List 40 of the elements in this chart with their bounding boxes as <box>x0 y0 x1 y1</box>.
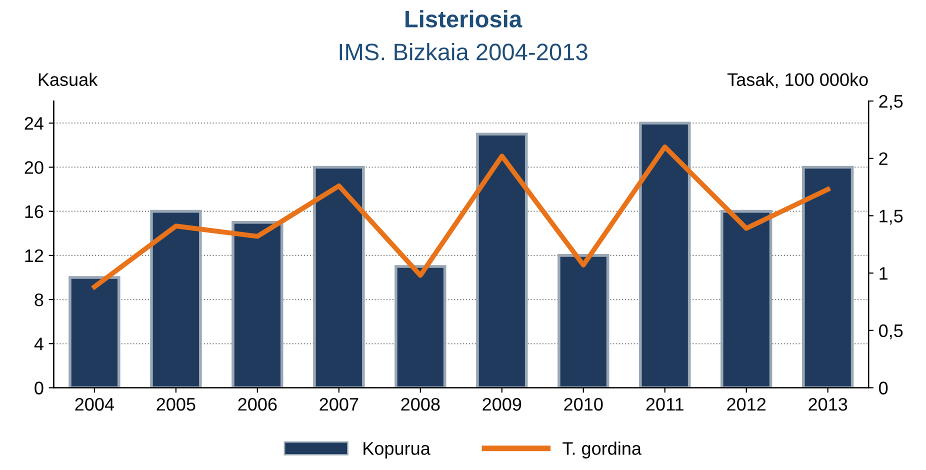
line-series <box>92 144 830 290</box>
x-tick-label: 2012 <box>727 398 766 411</box>
y-tick-label: 12 <box>25 249 44 262</box>
y-tick-label: 24 <box>24 117 44 130</box>
chart-title: Listeriosia <box>406 10 522 28</box>
bar <box>639 122 691 388</box>
y-tick-label: 4 <box>34 338 44 350</box>
chart-subtitle: IMS. Bizkaia 2004-2013 <box>340 43 588 60</box>
bar <box>68 276 120 388</box>
y-tick-label: 0 <box>34 382 44 394</box>
y-tick-label: 8 <box>34 293 44 306</box>
bar <box>720 210 772 388</box>
x-tick-label: 2007 <box>320 398 358 411</box>
x-tick-label: 2006 <box>238 398 277 411</box>
y2-tick-label: 1 <box>880 267 888 280</box>
y2-tick-label: 0 <box>879 382 888 394</box>
bar <box>558 254 610 388</box>
x-tick-label: 2009 <box>482 398 522 411</box>
x-tick-label: 2010 <box>564 398 603 411</box>
bar <box>232 220 284 388</box>
x-tick-label: 2011 <box>646 398 684 411</box>
legend-label: Kopurua <box>364 442 430 458</box>
bar <box>476 132 528 388</box>
x-tick-label: 2013 <box>808 398 848 411</box>
y-axis-title: Kasuak <box>38 72 98 86</box>
bar <box>150 210 202 388</box>
x-tick-label: 2008 <box>401 398 440 411</box>
y2-tick-label: 0,5 <box>879 324 903 340</box>
y-tick-label: 20 <box>24 161 44 174</box>
y2-axis-title: Tasak, 100 000ko <box>727 72 868 88</box>
y2-tick-label: 2,5 <box>879 94 903 110</box>
legend-label: T. gordina <box>562 442 642 458</box>
y-tick-label: 16 <box>25 205 44 218</box>
y2-tick-label: 2 <box>879 152 888 165</box>
x-tick-label: 2004 <box>75 398 114 411</box>
bar <box>394 265 446 388</box>
bar <box>802 166 854 388</box>
bar <box>313 166 365 388</box>
y2-tick-label: 1,5 <box>880 210 903 225</box>
x-tick-label: 2005 <box>156 398 196 411</box>
